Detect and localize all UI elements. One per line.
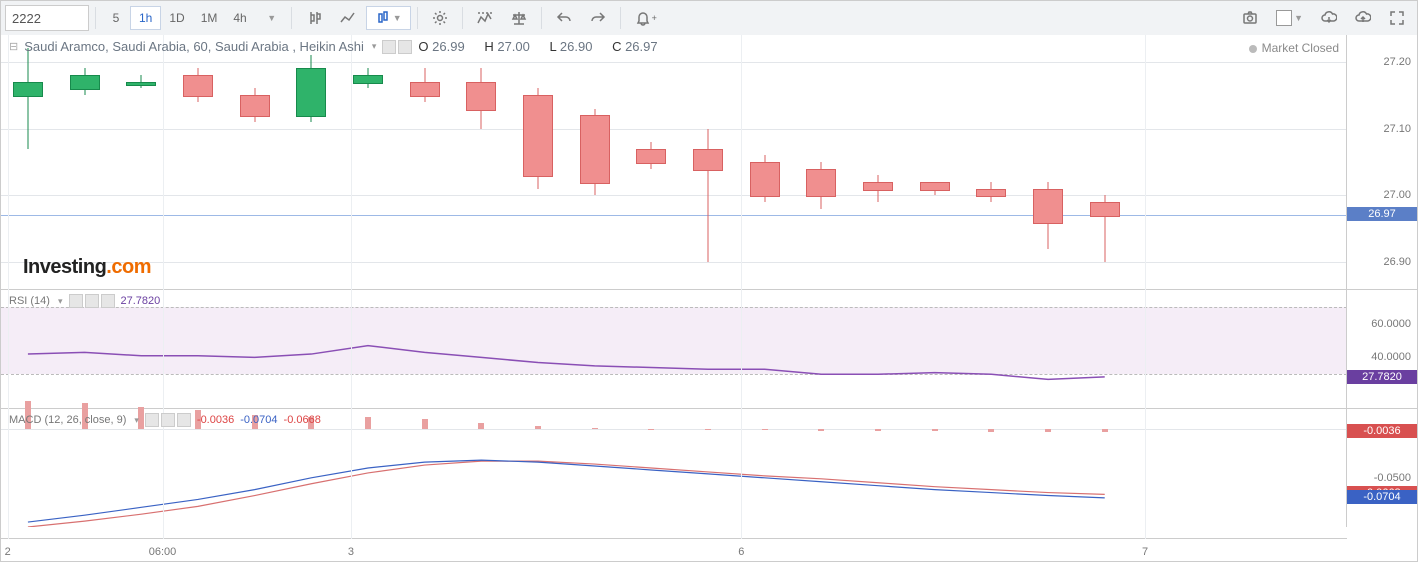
macd-v2: -0.0704 [240,414,277,426]
undo-icon [556,10,572,26]
macd-v1: -0.0036 [197,414,234,426]
series-header: ⊟ Saudi Aramco, Saudi Arabia, 60, Saudi … [9,39,1409,54]
series-controls[interactable] [382,40,412,54]
rsi-controls[interactable] [69,294,115,308]
fullscreen-button[interactable] [1381,6,1413,30]
theme-button[interactable]: ▼ [1268,6,1311,30]
rsi-pane: 60.000040.000027.7820 RSI (14) ▾ 27.7820 [1,289,1417,408]
candle [467,35,495,289]
rsi-header: RSI (14) ▾ 27.7820 [9,294,1409,308]
candle [14,35,42,289]
candle [921,35,949,289]
square-icon [1276,10,1292,26]
candle [864,35,892,289]
candle [751,35,779,289]
line-chart-icon [340,10,356,26]
undo-button[interactable] [548,6,580,30]
candle-icon [306,10,322,26]
bar-style-button[interactable] [298,6,330,30]
timeframe-1h[interactable]: 1h [130,6,161,30]
timeframe-more[interactable]: ▼ [257,6,285,30]
candle [71,35,99,289]
scales-icon [511,10,527,26]
rsi-label: RSI (14) [9,295,50,307]
candle [127,35,155,289]
candle-style-button[interactable]: ▼ [366,6,411,30]
ohlc-readout: O 26.99 H 27.00 L 26.90 C 26.97 [418,39,673,54]
rsi-value: 27.7820 [121,295,161,307]
redo-icon [590,10,606,26]
timeframe-group: 51h1D1M4h [102,6,255,30]
timeframe-5[interactable]: 5 [102,6,130,30]
candle [354,35,382,289]
gear-icon [432,10,448,26]
separator [95,7,96,29]
bell-icon [635,10,651,26]
candle [694,35,722,289]
chevron-down-icon[interactable]: ▾ [58,296,63,307]
macd-header: MACD (12, 26, close, 9) ▾ -0.0036 -0.070… [9,413,1409,427]
fullscreen-icon [1389,10,1405,26]
candle [581,35,609,289]
redo-button[interactable] [582,6,614,30]
separator [541,7,542,29]
screenshot-button[interactable] [1234,6,1266,30]
timeframe-1D[interactable]: 1D [161,6,192,30]
series-title: Saudi Aramco, Saudi Arabia, 60, Saudi Ar… [24,39,364,54]
candle [411,35,439,289]
macd-v3: -0.0668 [284,414,321,426]
cloud-down-icon [1321,10,1337,26]
indicators-button[interactable] [469,6,501,30]
chevron-down-icon[interactable]: ▾ [134,415,139,426]
separator [620,7,621,29]
line-style-button[interactable] [332,6,364,30]
separator [417,7,418,29]
cloud-up-icon [1355,10,1371,26]
macd-controls[interactable] [145,413,191,427]
candle [241,35,269,289]
watermark: Investing.com [23,256,151,279]
candle [524,35,552,289]
separator [462,7,463,29]
price-pane: 27.2027.1027.0026.9026.97 ⊟ Saudi Aramco… [1,35,1417,289]
toolbar: 51h1D1M4h ▼ ▼ [1,1,1417,36]
indicators-icon [477,10,493,26]
panes: 27.2027.1027.0026.9026.97 ⊟ Saudi Aramco… [1,35,1417,539]
candle [297,35,325,289]
candle [1034,35,1062,289]
candle [1091,35,1119,289]
candle [977,35,1005,289]
collapse-icon[interactable]: ⊟ [9,40,18,53]
symbol-input[interactable] [5,5,89,31]
macd-label: MACD (12, 26, close, 9) [9,414,126,426]
heikin-candle-icon [375,10,391,26]
candle [184,35,212,289]
chart-frame: 51h1D1M4h ▼ ▼ [0,0,1418,562]
separator [291,7,292,29]
settings-button[interactable] [424,6,456,30]
timeframe-1M[interactable]: 1M [193,6,226,30]
candle [807,35,835,289]
macd-pane: -0.0500-0.0036-0.0668-0.0704 MACD (12, 2… [1,408,1417,527]
alert-button[interactable]: + [627,6,665,30]
cloud-upload-button[interactable] [1347,6,1379,30]
price-yaxis[interactable]: 27.2027.1027.0026.9026.97 [1346,35,1417,289]
camera-icon [1242,10,1258,26]
cloud-download-button[interactable] [1313,6,1345,30]
candle [637,35,665,289]
timeframe-4h[interactable]: 4h [225,6,254,30]
x-axis[interactable]: 206:00367 [1,538,1347,561]
compare-button[interactable] [503,6,535,30]
chevron-down-icon[interactable]: ▾ [372,41,377,52]
